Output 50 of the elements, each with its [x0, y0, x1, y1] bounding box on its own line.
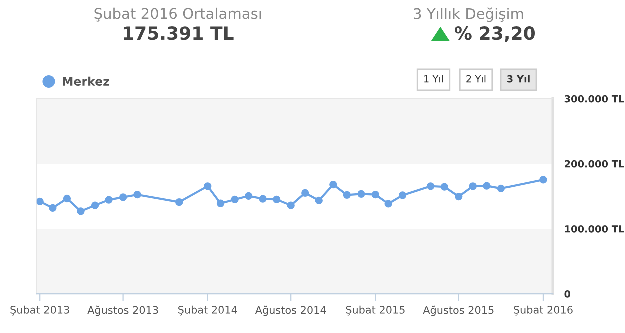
point	[287, 202, 295, 210]
x-tick-label: Şubat 2013	[10, 306, 70, 316]
point	[302, 189, 310, 198]
point	[259, 195, 267, 203]
text: 1 Yıl	[424, 75, 444, 83]
point	[358, 190, 366, 198]
x-tick-label: Şubat 2015	[346, 306, 405, 316]
point	[343, 191, 351, 199]
x-tick-label: Ağustos 2013	[88, 306, 158, 316]
y-tick-label: 300.000 TL	[564, 95, 624, 103]
point	[455, 192, 463, 201]
point	[540, 176, 548, 184]
point	[273, 196, 281, 204]
point	[176, 198, 184, 206]
point	[63, 194, 72, 203]
text: % 23,20	[454, 26, 535, 43]
point	[483, 182, 491, 190]
point	[216, 200, 225, 208]
y-tick-label: 100.000 TL	[565, 225, 624, 233]
point	[440, 183, 448, 191]
text: 3 Yıllık Değişim	[414, 8, 524, 22]
point	[105, 196, 113, 204]
chart-title: Şubat 2016 Ortalaması	[94, 8, 262, 22]
point	[49, 204, 57, 212]
x-tick-label: Ağustos 2014	[255, 306, 326, 316]
point	[244, 192, 253, 200]
point	[330, 180, 338, 189]
point	[398, 192, 407, 200]
point	[315, 196, 323, 205]
point	[372, 191, 380, 199]
point	[77, 208, 85, 216]
point	[119, 194, 128, 202]
chart-subtitle: 175.391 TL	[124, 26, 234, 40]
legend-label: Merkez	[63, 76, 110, 86]
x-tick-label: Şubat 2014	[178, 306, 238, 316]
point	[36, 198, 44, 206]
y-tick-label: 200.000 TL	[565, 160, 624, 168]
point	[427, 182, 435, 190]
y-tick-label: 0	[564, 290, 571, 298]
point	[91, 202, 100, 210]
x-tick-label: Şubat 2016	[514, 306, 573, 316]
point	[134, 191, 142, 199]
point	[204, 182, 212, 190]
text: 2 Yıl	[466, 75, 486, 83]
point	[497, 184, 505, 192]
point	[384, 200, 392, 208]
point	[469, 182, 477, 190]
text: 3 Yıl	[507, 75, 530, 83]
point	[231, 196, 239, 204]
x-tick-label: Ağustos 2015	[423, 306, 494, 316]
